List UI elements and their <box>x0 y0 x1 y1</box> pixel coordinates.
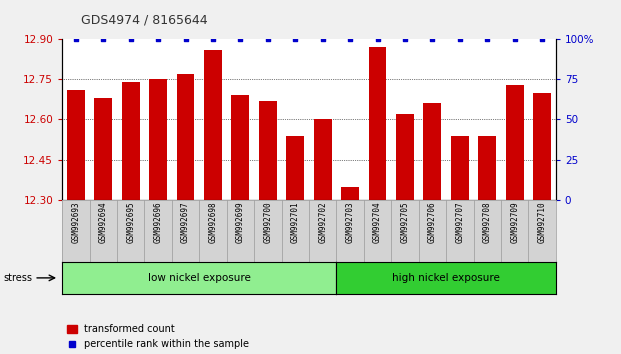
Text: GSM992704: GSM992704 <box>373 202 382 244</box>
Text: GSM992707: GSM992707 <box>455 202 465 244</box>
Text: GSM992705: GSM992705 <box>401 202 409 244</box>
Point <box>483 36 492 42</box>
Bar <box>67 90 84 200</box>
Point <box>537 36 547 42</box>
Legend: transformed count, percentile rank within the sample: transformed count, percentile rank withi… <box>67 324 250 349</box>
Point <box>125 36 135 42</box>
Bar <box>149 79 167 200</box>
Bar <box>424 103 442 200</box>
Text: stress: stress <box>3 273 32 283</box>
Bar <box>204 50 222 200</box>
Bar <box>286 136 304 200</box>
Text: GSM992694: GSM992694 <box>99 202 107 244</box>
Text: GSM992699: GSM992699 <box>236 202 245 244</box>
Bar <box>94 98 112 200</box>
Bar <box>505 85 524 200</box>
Text: GSM992698: GSM992698 <box>209 202 217 244</box>
Text: GSM992710: GSM992710 <box>538 202 546 244</box>
Text: GSM992693: GSM992693 <box>71 202 80 244</box>
Point <box>71 36 81 42</box>
Text: GSM992703: GSM992703 <box>346 202 355 244</box>
Text: GSM992696: GSM992696 <box>153 202 163 244</box>
Bar <box>533 93 551 200</box>
Text: GSM992700: GSM992700 <box>263 202 272 244</box>
Bar <box>478 136 496 200</box>
Point <box>455 36 465 42</box>
Bar <box>451 136 469 200</box>
Point <box>373 36 383 42</box>
Point <box>181 36 191 42</box>
Text: GSM992695: GSM992695 <box>126 202 135 244</box>
Bar <box>314 120 332 200</box>
Point <box>208 36 218 42</box>
Point <box>290 36 300 42</box>
Point <box>153 36 163 42</box>
Text: GSM992697: GSM992697 <box>181 202 190 244</box>
Point <box>427 36 437 42</box>
Point <box>510 36 520 42</box>
Text: GSM992709: GSM992709 <box>510 202 519 244</box>
Text: GSM992708: GSM992708 <box>483 202 492 244</box>
Text: GSM992706: GSM992706 <box>428 202 437 244</box>
Bar <box>232 95 249 200</box>
Text: high nickel exposure: high nickel exposure <box>392 273 500 283</box>
Text: low nickel exposure: low nickel exposure <box>148 273 251 283</box>
Bar <box>176 74 194 200</box>
Point <box>98 36 108 42</box>
Point <box>318 36 328 42</box>
Point <box>400 36 410 42</box>
Bar <box>122 82 140 200</box>
Point <box>235 36 245 42</box>
Bar <box>341 187 359 200</box>
Point <box>345 36 355 42</box>
Text: GDS4974 / 8165644: GDS4974 / 8165644 <box>81 13 207 27</box>
Text: GSM992702: GSM992702 <box>318 202 327 244</box>
Point <box>263 36 273 42</box>
Bar <box>259 101 277 200</box>
Bar <box>396 114 414 200</box>
Text: GSM992701: GSM992701 <box>291 202 300 244</box>
Bar <box>369 47 386 200</box>
